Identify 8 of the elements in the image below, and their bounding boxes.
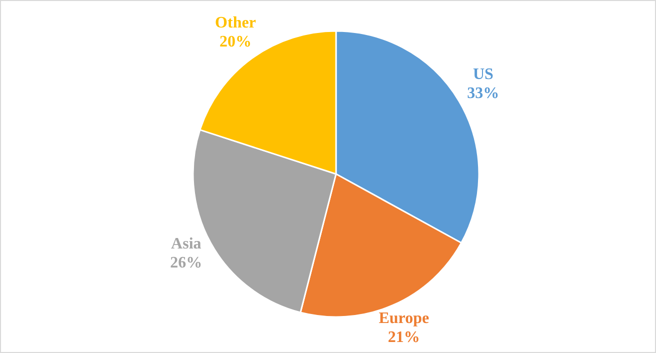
slice-label: Asia — [171, 235, 202, 252]
slice-label: US — [472, 66, 494, 83]
data-label: 33% — [467, 84, 500, 102]
slice-label: Europe — [378, 310, 430, 327]
data-label: 21% — [388, 328, 420, 346]
slice-label: Other — [215, 14, 256, 32]
data-label: 20% — [219, 34, 252, 51]
data-label: 26% — [170, 254, 202, 272]
